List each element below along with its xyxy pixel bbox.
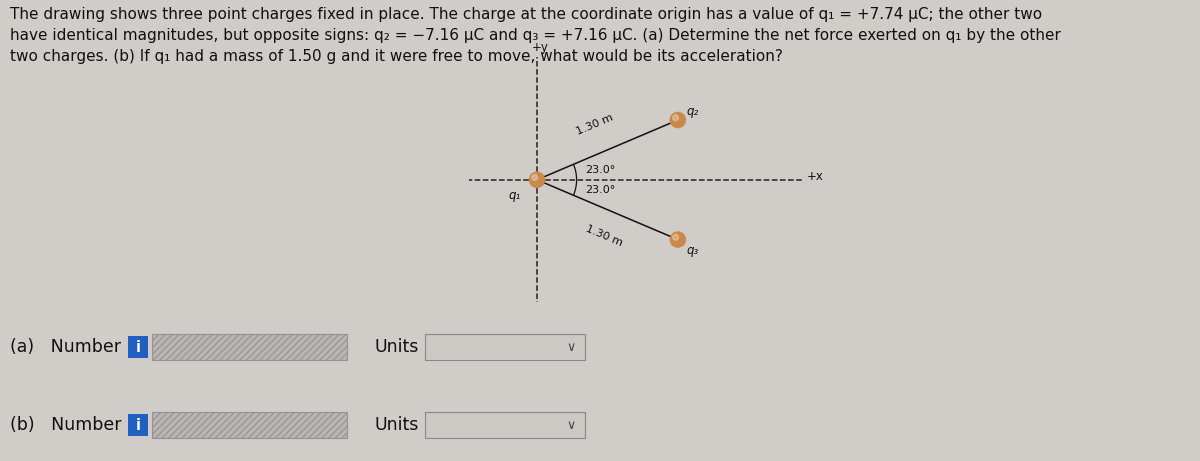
Text: The drawing shows three point charges fixed in place. The charge at the coordina: The drawing shows three point charges fi…: [10, 7, 1061, 64]
Circle shape: [673, 115, 678, 121]
Text: i: i: [136, 340, 140, 355]
Text: 23.0°: 23.0°: [586, 165, 616, 175]
Circle shape: [532, 175, 538, 180]
Circle shape: [673, 235, 678, 240]
Text: (a)   Number: (a) Number: [10, 338, 121, 356]
FancyBboxPatch shape: [128, 337, 148, 358]
Text: 1.30 m: 1.30 m: [575, 113, 614, 137]
Text: Units: Units: [374, 338, 419, 356]
Text: q₂: q₂: [686, 105, 700, 118]
Text: Units: Units: [374, 416, 419, 434]
Text: +x: +x: [806, 170, 824, 183]
Text: (b)   Number: (b) Number: [10, 416, 121, 434]
FancyBboxPatch shape: [128, 414, 148, 436]
Circle shape: [671, 232, 685, 247]
Text: ∨: ∨: [566, 419, 576, 431]
Circle shape: [671, 112, 685, 128]
Text: q₁: q₁: [509, 189, 521, 202]
FancyBboxPatch shape: [425, 412, 586, 438]
Text: ∨: ∨: [566, 341, 576, 354]
FancyBboxPatch shape: [152, 412, 347, 438]
Text: i: i: [136, 418, 140, 432]
Text: +y: +y: [532, 41, 550, 54]
Circle shape: [529, 172, 545, 187]
Text: 23.0°: 23.0°: [586, 185, 616, 195]
FancyBboxPatch shape: [152, 334, 347, 361]
Text: q₃: q₃: [686, 244, 700, 257]
FancyBboxPatch shape: [425, 334, 586, 361]
Text: 1.30 m: 1.30 m: [584, 224, 624, 248]
